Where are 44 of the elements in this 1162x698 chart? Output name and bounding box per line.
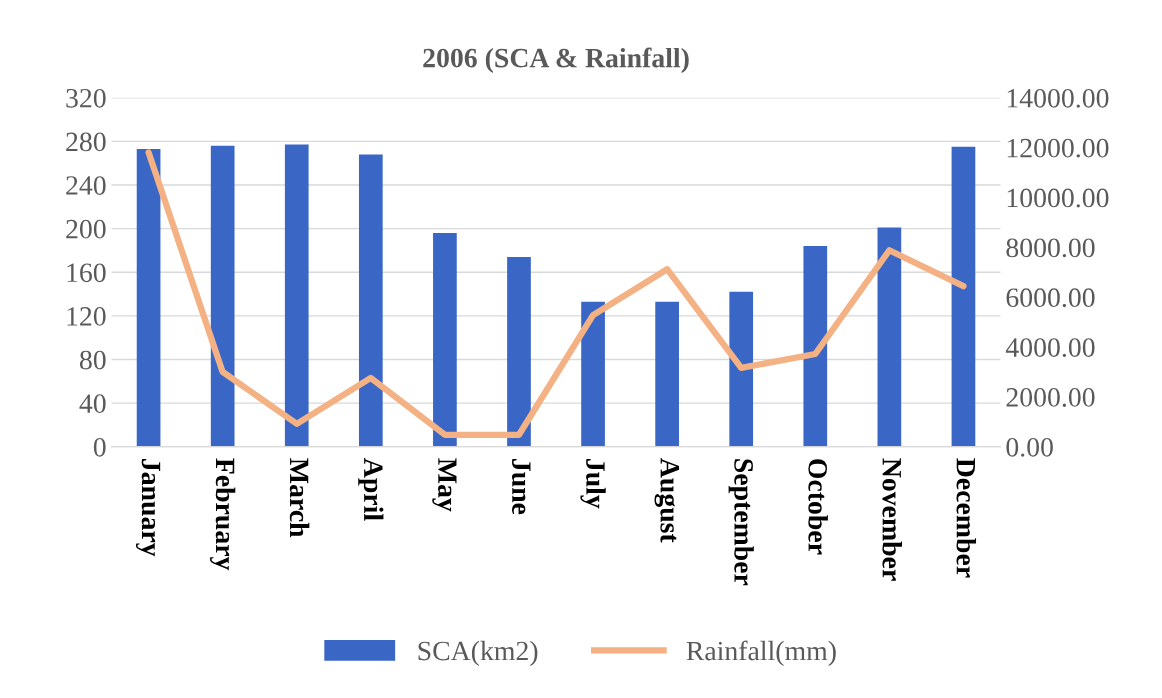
y-tick-label: 320 bbox=[66, 88, 106, 108]
legend-label: SCA(km2) bbox=[418, 640, 538, 667]
y2-tick-label: 0.00 bbox=[1006, 437, 1053, 457]
bar bbox=[433, 232, 457, 447]
bar bbox=[507, 256, 531, 447]
x-tick-label: September bbox=[728, 459, 754, 586]
bar bbox=[877, 227, 902, 447]
x-tick-label: June bbox=[511, 459, 531, 515]
y2-tick-label: 8000.00 bbox=[1006, 238, 1095, 258]
y2-tick-label: 2000.00 bbox=[1006, 388, 1095, 407]
y-tick-label: 120 bbox=[67, 307, 106, 326]
x-tick-label: May bbox=[432, 458, 457, 512]
y-tick-label: 80 bbox=[79, 350, 106, 370]
bar bbox=[951, 146, 976, 447]
y-tick-label: 0 bbox=[93, 437, 106, 457]
bar bbox=[284, 144, 309, 447]
bar bbox=[729, 291, 754, 447]
y-tick-label: 240 bbox=[66, 176, 106, 195]
bar bbox=[581, 301, 605, 447]
x-tick-label: April bbox=[358, 458, 384, 521]
x-tick-label: January bbox=[136, 459, 161, 557]
y2-tick-label: 6000.00 bbox=[1006, 288, 1095, 308]
bar bbox=[803, 246, 828, 447]
x-tick-label: July bbox=[580, 459, 606, 509]
y-tick-label: 280 bbox=[66, 132, 106, 152]
y-tick-label: 160 bbox=[67, 263, 106, 283]
legend-label: Rainfall(mm) bbox=[686, 640, 836, 667]
x-tick-label: August bbox=[654, 458, 680, 543]
bar bbox=[210, 145, 235, 447]
y2-tick-label: 14000.00 bbox=[1007, 88, 1109, 108]
y-tick-label: 40 bbox=[79, 394, 106, 414]
bar bbox=[358, 154, 383, 447]
y-tick-label: 200 bbox=[66, 219, 106, 239]
bar bbox=[136, 148, 161, 447]
y2-tick-label: 4000.00 bbox=[1005, 338, 1095, 358]
bar bbox=[655, 301, 679, 447]
x-tick-label: October bbox=[808, 459, 828, 555]
x-tick-label: November bbox=[882, 458, 902, 581]
x-tick-label: March bbox=[289, 458, 310, 538]
x-tick-label: February bbox=[210, 458, 236, 571]
y2-tick-label: 10000.00 bbox=[1007, 188, 1109, 208]
x-tick-label: December bbox=[956, 458, 977, 578]
y2-tick-label: 12000.00 bbox=[1007, 138, 1109, 158]
chart-title: 2006 (SCA & Rainfall) bbox=[423, 47, 689, 74]
